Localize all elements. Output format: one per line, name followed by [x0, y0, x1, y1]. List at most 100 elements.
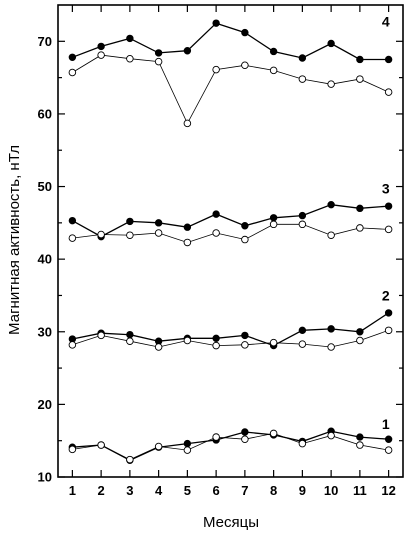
y-tick-label-30: 30: [38, 324, 52, 339]
point-1-open-2: [97, 441, 105, 449]
series-3-filled-line: [72, 204, 389, 238]
point-1-open-4: [154, 442, 163, 451]
series-group-label-2: 2: [382, 287, 390, 303]
point-3-filled-11: [356, 204, 364, 213]
point-1-open-8: [269, 429, 278, 438]
point-3-filled-7: [241, 222, 249, 230]
point-2-filled-7: [241, 331, 249, 340]
point-1-filled-7: [241, 428, 249, 436]
point-4-open-5: [183, 119, 192, 128]
point-3-filled-6: [212, 210, 220, 218]
point-4-filled-10: [327, 39, 335, 48]
point-2-open-2: [97, 331, 105, 340]
point-2-open-11: [356, 336, 364, 345]
point-1-open-10: [327, 431, 335, 440]
point-2-open-1: [68, 341, 77, 349]
point-4-open-7: [241, 61, 249, 70]
point-4-open-3: [126, 54, 134, 63]
point-3-open-7: [241, 235, 249, 244]
point-4-filled-8: [269, 47, 278, 56]
point-2-open-9: [298, 340, 307, 348]
series-group-label-3: 3: [382, 181, 390, 197]
point-1-open-5: [183, 446, 192, 454]
point-3-open-1: [68, 234, 77, 242]
series-2-open-line: [72, 329, 389, 348]
point-2-filled-10: [327, 325, 335, 333]
point-4-filled-2: [97, 42, 105, 51]
point-4-open-1: [68, 68, 77, 77]
point-1-filled-11: [356, 433, 364, 441]
point-2-filled-11: [356, 328, 364, 336]
point-4-open-9: [298, 75, 307, 83]
point-3-open-3: [126, 231, 134, 239]
point-1-filled-12: [384, 435, 393, 443]
x-tick-label-8: 8: [270, 483, 277, 498]
series-group-label-1: 1: [382, 416, 390, 432]
point-4-filled-3: [126, 34, 134, 43]
point-3-filled-4: [154, 219, 163, 227]
point-1-open-1: [68, 445, 77, 454]
point-4-filled-9: [298, 54, 307, 62]
point-2-open-7: [241, 341, 249, 349]
point-4-open-2: [97, 51, 105, 59]
point-3-open-9: [298, 220, 307, 229]
point-2-filled-6: [212, 334, 220, 343]
point-4-open-11: [356, 75, 364, 83]
y-tick-label-40: 40: [38, 252, 52, 267]
point-3-filled-10: [327, 200, 335, 209]
x-axis-title: Месяцы: [203, 514, 259, 531]
point-4-open-8: [269, 66, 278, 75]
point-2-open-3: [126, 337, 134, 345]
point-4-open-4: [154, 57, 163, 66]
series-4-filled-line: [72, 22, 389, 61]
point-2-open-10: [327, 343, 335, 351]
x-tick-label-7: 7: [241, 483, 248, 498]
point-2-open-12: [384, 326, 393, 335]
point-2-open-8: [269, 338, 278, 347]
x-tick-label-3: 3: [126, 483, 133, 498]
point-3-open-6: [212, 229, 220, 237]
point-3-open-12: [384, 225, 393, 234]
point-4-open-6: [212, 65, 220, 74]
point-4-filled-7: [241, 28, 249, 37]
point-4-filled-5: [183, 47, 192, 55]
point-1-filled-5: [183, 439, 192, 448]
point-3-filled-5: [183, 223, 192, 231]
point-3-filled-9: [298, 211, 307, 220]
point-3-open-11: [356, 224, 364, 232]
point-1-open-3: [126, 455, 134, 464]
y-tick-label-60: 60: [38, 106, 52, 121]
point-2-open-5: [183, 336, 192, 345]
point-3-filled-8: [269, 214, 278, 222]
point-2-filled-9: [298, 326, 307, 335]
series-2-filled-line: [72, 312, 389, 347]
point-1-open-7: [241, 435, 249, 443]
point-3-open-5: [183, 238, 192, 247]
series-group-label-4: 4: [382, 14, 390, 30]
point-1-open-6: [212, 433, 220, 441]
point-2-open-4: [154, 343, 163, 351]
y-tick-label-70: 70: [38, 34, 52, 49]
point-4-filled-4: [154, 49, 163, 57]
point-4-open-12: [384, 88, 393, 96]
point-3-open-8: [269, 220, 278, 229]
point-1-open-9: [298, 439, 307, 448]
x-tick-label-1: 1: [69, 483, 76, 498]
point-4-filled-1: [68, 53, 77, 61]
series-4-open-line: [72, 54, 389, 125]
series-1-open-line: [72, 432, 389, 461]
plot-frame: [57, 4, 404, 478]
point-1-open-12: [384, 446, 393, 454]
point-4-filled-11: [356, 55, 364, 64]
series-3-open-line: [72, 223, 389, 243]
x-tick-label-2: 2: [98, 483, 105, 498]
point-4-filled-12: [384, 55, 393, 64]
point-2-filled-3: [126, 330, 134, 339]
point-3-filled-1: [68, 216, 77, 225]
point-1-open-11: [356, 441, 364, 449]
x-tick-label-5: 5: [184, 483, 191, 498]
y-tick-label-50: 50: [38, 179, 52, 194]
